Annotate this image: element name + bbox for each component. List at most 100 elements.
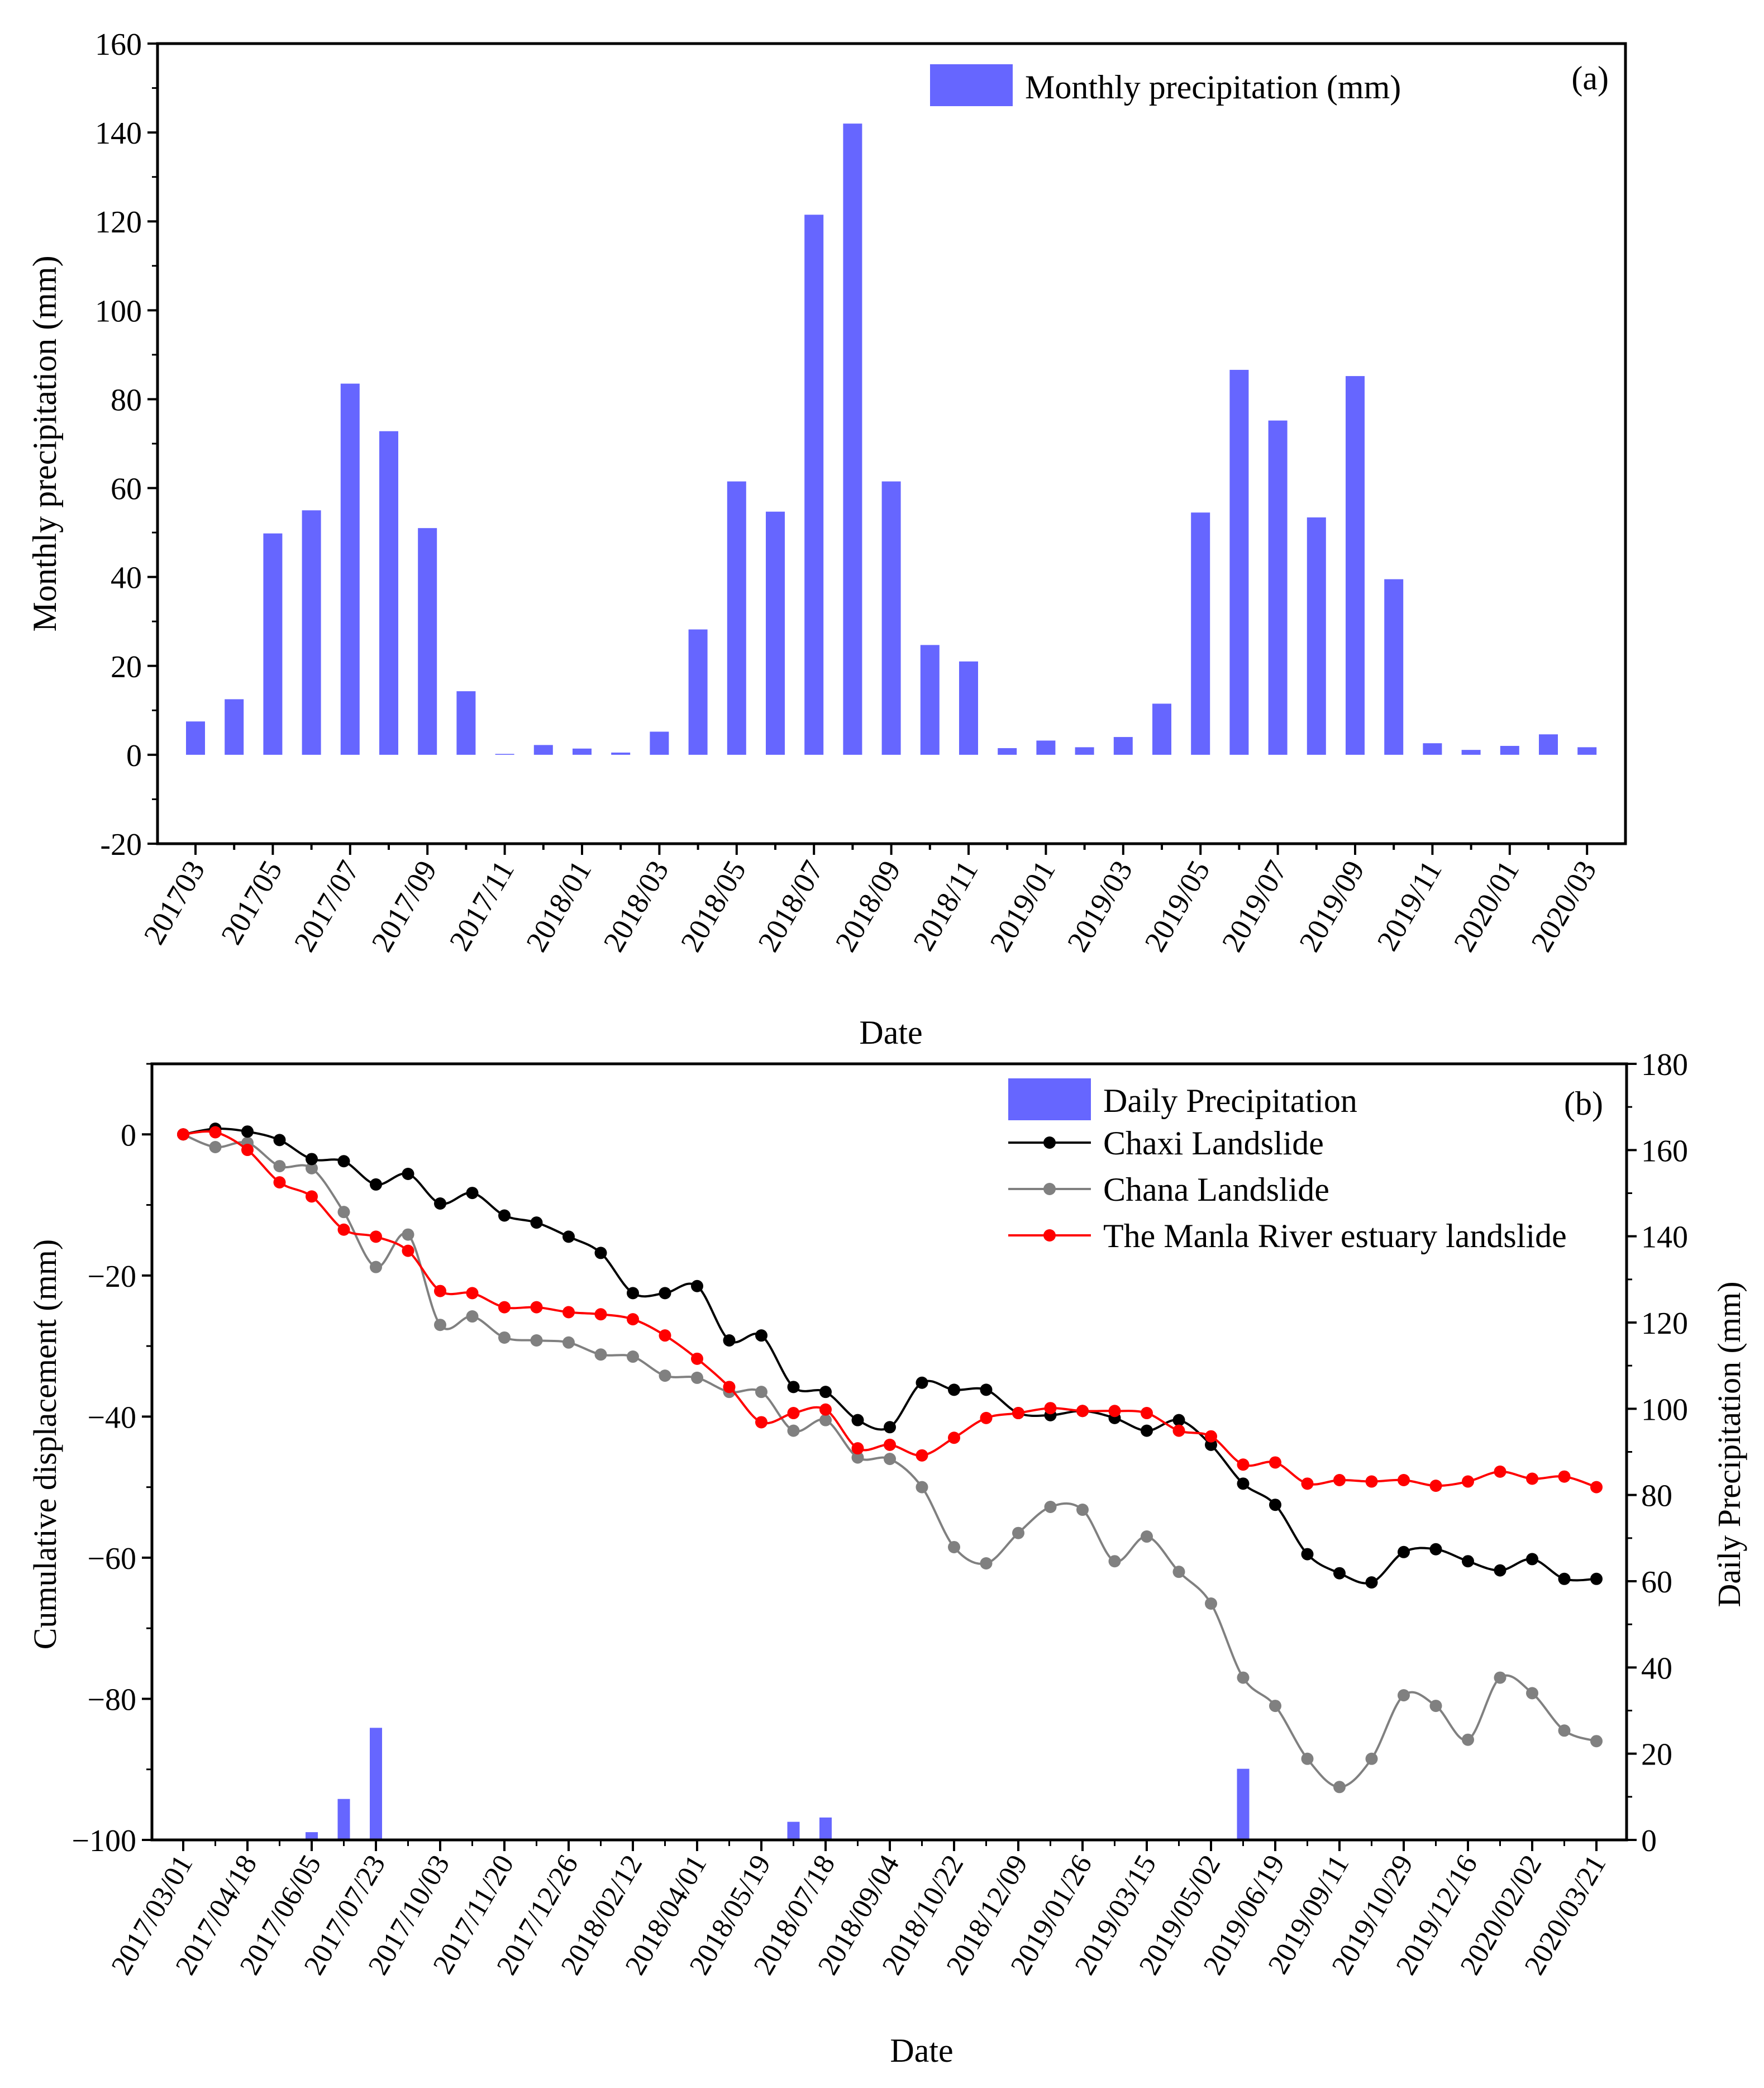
chana-landslide-point bbox=[306, 1162, 318, 1174]
manla-river-landslide-point bbox=[1269, 1456, 1281, 1469]
monthly-bar bbox=[843, 123, 862, 755]
monthly-bar bbox=[340, 383, 360, 755]
chana-landslide-point bbox=[402, 1228, 414, 1241]
y2-tick-label: 0 bbox=[1641, 1824, 1657, 1858]
manla-river-landslide-point bbox=[241, 1144, 254, 1157]
chana-landslide-point bbox=[1398, 1689, 1410, 1702]
manla-river-landslide-point bbox=[1076, 1405, 1089, 1418]
chaxi-landslide-point bbox=[851, 1414, 864, 1426]
y2-tick-label: 80 bbox=[1641, 1479, 1672, 1514]
daily-precipitation-bar bbox=[819, 1817, 832, 1840]
manla-river-landslide-point bbox=[1044, 1402, 1057, 1415]
chana-landslide-point bbox=[337, 1206, 350, 1219]
chaxi-landslide-point bbox=[1269, 1499, 1281, 1511]
chaxi-landslide-point bbox=[980, 1383, 993, 1396]
chaxi-landslide-point bbox=[884, 1421, 896, 1434]
daily-precipitation-bar bbox=[306, 1832, 318, 1840]
manla-river-landslide-point bbox=[851, 1442, 864, 1455]
chana-landslide-point bbox=[1558, 1724, 1571, 1737]
chaxi-landslide-point bbox=[723, 1334, 736, 1347]
chaxi-landslide-point bbox=[1398, 1545, 1410, 1558]
panel-b-plot-frame bbox=[150, 1062, 1628, 1842]
monthly-bar bbox=[804, 215, 824, 755]
chana-landslide-point bbox=[1462, 1733, 1474, 1746]
chaxi-landslide-point bbox=[241, 1125, 254, 1138]
manla-river-landslide-point bbox=[723, 1381, 736, 1393]
manla-river-landslide-point bbox=[1429, 1480, 1442, 1492]
chaxi-landslide-point bbox=[498, 1209, 511, 1222]
manla-river-landslide-point bbox=[434, 1285, 446, 1297]
chaxi-landslide-point bbox=[306, 1153, 318, 1166]
chana-landslide-point bbox=[1141, 1530, 1153, 1543]
manla-river-landslide-point bbox=[337, 1223, 350, 1236]
manla-river-landslide-point bbox=[980, 1411, 993, 1424]
manla-river-landslide-point bbox=[402, 1244, 414, 1257]
panel-b-y-axis-label: Cumulative displacement (mm) bbox=[27, 1239, 63, 1650]
y-tick-label: 60 bbox=[111, 472, 142, 507]
monthly-bar bbox=[1461, 750, 1481, 755]
legend-marker-manla bbox=[1043, 1229, 1056, 1242]
chana-landslide-point bbox=[1429, 1700, 1442, 1713]
y2-tick-label: 40 bbox=[1641, 1651, 1672, 1686]
y-tick-label: −100 bbox=[71, 1824, 136, 1858]
chaxi-landslide-point bbox=[1205, 1438, 1217, 1451]
y-tick-label: 80 bbox=[111, 383, 142, 417]
monthly-bar bbox=[688, 629, 708, 755]
x-tick-label: 2020/01 bbox=[1447, 855, 1525, 957]
x-tick-label: 2019/09 bbox=[1293, 855, 1371, 957]
chana-landslide-point bbox=[1012, 1526, 1024, 1539]
manla-river-landslide-point bbox=[1462, 1475, 1474, 1488]
monthly-bar bbox=[1152, 703, 1171, 755]
chaxi-landslide-point bbox=[1172, 1414, 1185, 1426]
daily-precipitation-bar bbox=[370, 1728, 382, 1840]
chana-landslide-point bbox=[1494, 1671, 1506, 1684]
monthly-bar bbox=[727, 481, 746, 755]
chaxi-landslide-point bbox=[1494, 1564, 1506, 1577]
chaxi-landslide-line bbox=[183, 1128, 1597, 1585]
chana-landslide-point bbox=[787, 1424, 800, 1437]
manla-river-landslide-point bbox=[1172, 1424, 1185, 1437]
chaxi-landslide-point bbox=[337, 1155, 350, 1168]
manla-river-landslide-point bbox=[498, 1301, 511, 1314]
manla-river-landslide-point bbox=[1558, 1470, 1571, 1483]
chana-landslide-point bbox=[1333, 1781, 1346, 1794]
manla-river-landslide-point bbox=[466, 1287, 479, 1300]
chana-landslide-point bbox=[530, 1334, 543, 1347]
x-tick-label: 2017/11 bbox=[443, 855, 521, 957]
legend-label-chaxi: Chaxi Landslide bbox=[1103, 1125, 1324, 1162]
y2-tick-label: 20 bbox=[1641, 1738, 1672, 1772]
manla-river-landslide-point bbox=[1398, 1474, 1410, 1487]
monthly-bar bbox=[495, 754, 514, 755]
monthly-bar bbox=[766, 511, 785, 755]
panel-b-right-y-axis-ticks: 0 20 40 60 80 100 120 140 160 180 bbox=[1627, 1048, 1688, 1858]
x-tick-label: 2018/11 bbox=[907, 855, 984, 957]
manla-river-landslide-point bbox=[948, 1431, 960, 1444]
legend-label-manla: The Manla River estuary landslide bbox=[1103, 1217, 1567, 1254]
panel-a-legend: Monthly precipitation (mm) bbox=[930, 64, 1401, 106]
monthly-bar bbox=[1346, 376, 1365, 755]
manla-river-landslide-point bbox=[819, 1403, 832, 1416]
x-tick-label: 201703 bbox=[137, 855, 211, 950]
monthly-bar bbox=[379, 431, 398, 755]
chana-landslide-point bbox=[1237, 1671, 1250, 1684]
chana-landslide-point bbox=[1590, 1735, 1603, 1748]
manla-river-landslide-point bbox=[627, 1313, 639, 1326]
chana-landslide-point bbox=[1205, 1597, 1217, 1610]
chana-landslide-point bbox=[851, 1451, 864, 1464]
monthly-bar bbox=[1577, 747, 1597, 755]
x-tick-label: 2019/01 bbox=[983, 855, 1061, 957]
panel-a-plot-frame bbox=[156, 42, 1627, 845]
chaxi-landslide-point bbox=[1141, 1424, 1153, 1437]
panel-b-x-axis-label: Date bbox=[890, 2032, 953, 2069]
chaxi-landslide-point bbox=[562, 1230, 575, 1243]
chaxi-landslide-point bbox=[627, 1287, 639, 1300]
chana-landslide-point bbox=[755, 1386, 767, 1399]
legend-marker-chana bbox=[1043, 1183, 1056, 1195]
chaxi-landslide-point bbox=[1590, 1572, 1603, 1585]
monthly-bar bbox=[1191, 512, 1210, 755]
manla-river-landslide-point bbox=[273, 1176, 286, 1189]
panel-a-x-axis-label: Date bbox=[859, 1014, 922, 1051]
chaxi-landslide-point bbox=[402, 1167, 414, 1180]
daily-precipitation-bar bbox=[337, 1799, 350, 1840]
